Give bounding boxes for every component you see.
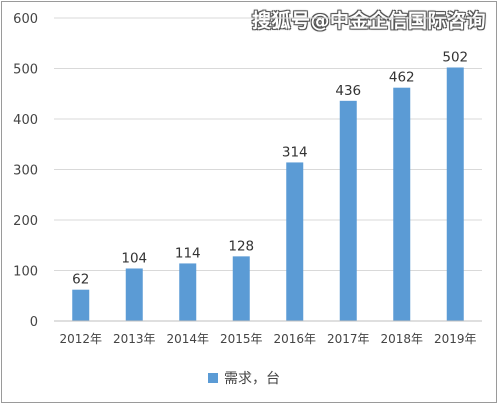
x-tick-label: 2016年 [273, 332, 316, 346]
bar [179, 263, 197, 321]
data-label: 502 [442, 49, 468, 65]
x-tick-label: 2013年 [113, 332, 156, 346]
x-tick-label: 2014年 [166, 332, 209, 346]
legend: 需求，台 [208, 368, 280, 388]
x-axis-ticks: 2012年 2013年 2014年 2015年 2016年 2017年 2018年 2019年 [59, 332, 476, 346]
x-tick-label: 2012年 [59, 332, 102, 346]
bar [232, 256, 250, 321]
bar [286, 162, 304, 321]
y-tick-label: 300 [13, 164, 38, 179]
x-tick-label: 2018年 [380, 332, 423, 346]
data-label: 104 [121, 250, 147, 266]
y-tick-label: 200 [13, 214, 38, 229]
bar [393, 87, 411, 321]
watermark-text: 搜狐号@中金企信国际咨询 [251, 10, 486, 32]
y-tick-label: 400 [13, 113, 38, 128]
data-label: 62 [72, 272, 89, 288]
x-tick-label: 2015年 [220, 332, 263, 346]
bar [72, 289, 90, 321]
y-axis-ticks: 0 100 200 300 400 500 600 [13, 12, 38, 330]
bar [339, 100, 357, 321]
x-tick-label: 2017年 [327, 332, 370, 346]
bar [446, 67, 464, 322]
grid-lines [54, 17, 482, 271]
data-labels: 62 104 114 128 314 436 462 502 [72, 49, 468, 287]
legend-label: 需求，台 [224, 371, 280, 387]
y-tick-label: 500 [13, 63, 38, 78]
y-tick-label: 100 [13, 265, 38, 280]
y-tick-label: 0 [30, 315, 38, 330]
bar [125, 268, 143, 321]
data-label: 314 [282, 144, 308, 160]
legend-swatch [208, 373, 218, 383]
bars [72, 67, 464, 322]
data-label: 128 [228, 238, 254, 254]
data-label: 114 [175, 245, 201, 261]
data-label: 462 [389, 70, 415, 86]
x-tick-label: 2019年 [434, 332, 477, 346]
data-label: 436 [335, 83, 361, 99]
y-tick-label: 600 [13, 12, 38, 27]
